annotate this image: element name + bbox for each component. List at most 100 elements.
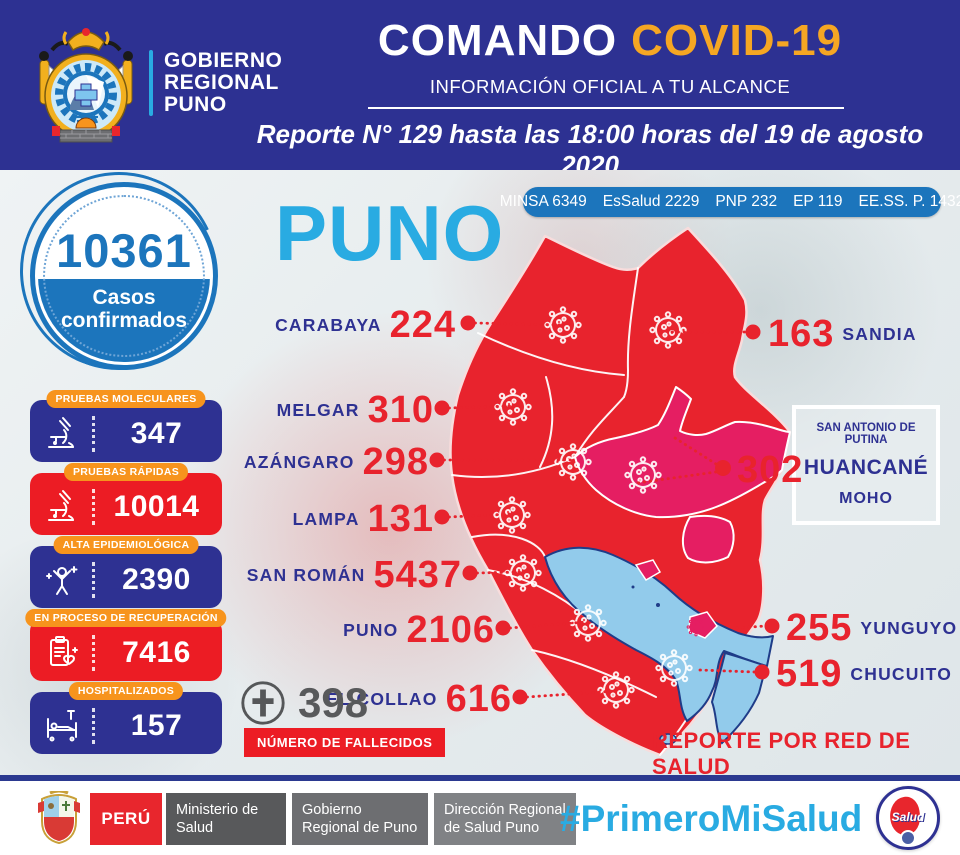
header-banner: GOBIERNO REGIONAL PUNO COMANDO COVID-19 I… bbox=[0, 0, 960, 180]
stat-label: ALTA EPIDEMIOLÓGICA bbox=[53, 536, 199, 554]
title-covid19: COVID-19 bbox=[631, 16, 843, 65]
org-line: REGIONAL bbox=[164, 71, 279, 94]
province-cases: 224 bbox=[389, 304, 456, 346]
province-label-san-roman: SAN ROMÁN 5437 bbox=[247, 554, 462, 597]
province-label-chucuito: 519 CHUCUITO bbox=[776, 653, 952, 696]
cross-icon bbox=[241, 681, 285, 725]
health-direction-box: Dirección Regional de Salud Puno bbox=[434, 793, 576, 845]
stat-label: PRUEBAS MOLECULARES bbox=[46, 390, 206, 408]
stat-value: 7416 bbox=[122, 636, 191, 669]
hospital-bed-icon bbox=[47, 710, 77, 742]
institution-count: MINSA 6349 bbox=[499, 193, 587, 210]
regional-government-box: Gobierno Regional de Puno bbox=[292, 793, 428, 845]
stat-value: 2390 bbox=[122, 563, 191, 596]
stat-value: 157 bbox=[130, 709, 183, 742]
dotted-separator bbox=[92, 708, 95, 744]
province-name: AZÁNGARO bbox=[243, 452, 355, 472]
province-cases: 131 bbox=[367, 498, 434, 540]
stat-box-en-recuperacion: EN PROCESO DE RECUPERACIÓN 7416 bbox=[25, 609, 227, 681]
peru-coat-of-arms-icon bbox=[38, 791, 80, 845]
lakeside-province-chucuito bbox=[710, 651, 768, 745]
org-name: GOBIERNO REGIONAL PUNO bbox=[164, 50, 282, 116]
salud-logo-text: Salud bbox=[891, 810, 925, 824]
institutions-breakdown-bar: MINSA 6349 EsSalud 2229 PNP 232 EP 119 E… bbox=[500, 187, 960, 217]
province-cases: 519 bbox=[776, 653, 843, 695]
header-divider-line bbox=[368, 107, 844, 109]
dotted-separator bbox=[92, 416, 95, 452]
stat-label: EN PROCESO DE RECUPERACIÓN bbox=[25, 609, 227, 627]
province-cases: 616 bbox=[445, 678, 512, 720]
province-label-melgar: MELGAR 310 bbox=[277, 389, 434, 432]
institution-count: EE.SS. P. 1432 bbox=[858, 193, 960, 210]
province-name: PUNO bbox=[343, 620, 399, 640]
dotted-separator bbox=[92, 562, 95, 598]
stat-box-hospitalizados: HOSPITALIZADOS 157 bbox=[30, 682, 222, 754]
institution-count: EP 119 bbox=[793, 193, 843, 210]
infographic-body: 10361 Casos confirmados PRUEBAS MOLECULA… bbox=[0, 170, 960, 775]
province-name: CARABAYA bbox=[275, 315, 382, 335]
stat-value: 10014 bbox=[113, 490, 200, 523]
huancane-group-box: SAN ANTONIO DE PUTINA HUANCANÉ MOHO bbox=[792, 405, 940, 525]
dotted-separator bbox=[92, 489, 95, 525]
title-comando: COMANDO bbox=[377, 16, 618, 65]
region-title: PUNO bbox=[275, 189, 505, 277]
dotted-separator bbox=[92, 635, 95, 671]
stat-value: 347 bbox=[130, 417, 183, 450]
province-name: SAN ROMÁN bbox=[246, 565, 366, 585]
deaths-label: NÚMERO DE FALLECIDOS bbox=[244, 728, 446, 757]
confirmed-cases-value: 10361 bbox=[56, 224, 192, 278]
salud-logo: Salud bbox=[876, 786, 940, 850]
footer-bar: PERÚ Ministerio de Salud Gobierno Region… bbox=[0, 775, 960, 855]
ministry-box: Ministerio de Salud bbox=[166, 793, 286, 845]
peru-brand-box: PERÚ bbox=[90, 793, 162, 845]
highlight-lakeside bbox=[634, 559, 662, 581]
deaths-counter: 398 bbox=[238, 678, 368, 728]
group-province-huancane: HUANCANÉ bbox=[803, 456, 929, 479]
stat-box-pruebas-moleculares: PRUEBAS MOLECULARES 347 bbox=[30, 390, 222, 462]
highlight-province-moho bbox=[682, 514, 735, 564]
confirmed-cases-inner: 10361 Casos confirmados bbox=[38, 190, 210, 362]
group-province-putina: SAN ANTONIO DE PUTINA bbox=[816, 422, 916, 446]
globe-icon bbox=[900, 830, 916, 846]
microscope-icon bbox=[48, 417, 74, 448]
institution-count: PNP 232 bbox=[715, 193, 778, 210]
confirmed-cases-badge: 10361 Casos confirmados bbox=[30, 182, 218, 370]
province-label-huancane-group: 302 bbox=[737, 449, 811, 492]
province-label-yunguyo: 255 YUNGUYO bbox=[786, 607, 957, 650]
province-cases: 302 bbox=[737, 449, 804, 491]
stat-box-alta-epidemiologica: ALTA EPIDEMIOLÓGICA 2390 bbox=[30, 536, 222, 608]
province-name: YUNGUYO bbox=[860, 618, 958, 638]
group-province-moho: MOHO bbox=[839, 490, 893, 507]
province-cases: 163 bbox=[768, 313, 835, 355]
province-label-sandia: 163 SANDIA bbox=[768, 313, 917, 356]
province-name: LAMPA bbox=[292, 509, 360, 529]
institution-count: EsSalud 2229 bbox=[602, 193, 700, 210]
org-line: GOBIERNO bbox=[164, 49, 283, 72]
province-cases: 5437 bbox=[373, 554, 462, 596]
report-footnote: REPORTE POR RED DE SALUD bbox=[652, 728, 911, 775]
org-line: PUNO bbox=[164, 93, 227, 116]
province-cases: 310 bbox=[367, 389, 434, 431]
province-name: SANDIA bbox=[842, 324, 917, 344]
microscope-icon bbox=[48, 490, 74, 521]
province-label-lampa: LAMPA 131 bbox=[293, 498, 434, 541]
regional-coat-of-arms-icon bbox=[39, 28, 133, 143]
province-name: CHUCUITO bbox=[850, 664, 953, 684]
province-name: MELGAR bbox=[276, 400, 360, 420]
subtitle: INFORMACIÓN OFICIAL A TU ALCANCE bbox=[429, 76, 791, 97]
stat-box-pruebas-rapidas: PRUEBAS RÁPIDAS 10014 bbox=[30, 463, 222, 535]
recovered-person-icon bbox=[46, 566, 78, 595]
province-cases: 298 bbox=[362, 441, 429, 483]
deaths-value: 398 bbox=[298, 679, 369, 726]
clipboard-heart-icon bbox=[50, 636, 78, 666]
confirmed-cases-label: Casos confirmados bbox=[38, 279, 210, 362]
province-cases: 2106 bbox=[406, 609, 495, 651]
province-label-azangaro: AZÁNGARO 298 bbox=[244, 441, 429, 484]
org-name-divider bbox=[149, 50, 153, 116]
province-cases: 255 bbox=[786, 607, 853, 649]
stat-label: HOSPITALIZADOS bbox=[68, 682, 184, 700]
campaign-hashtag: #PrimeroMiSalud bbox=[560, 798, 863, 839]
province-label-puno: PUNO 2106 bbox=[343, 609, 495, 652]
province-label-carabaya: CARABAYA 224 bbox=[275, 304, 456, 347]
main-title: COMANDO COVID-19 bbox=[330, 16, 890, 66]
